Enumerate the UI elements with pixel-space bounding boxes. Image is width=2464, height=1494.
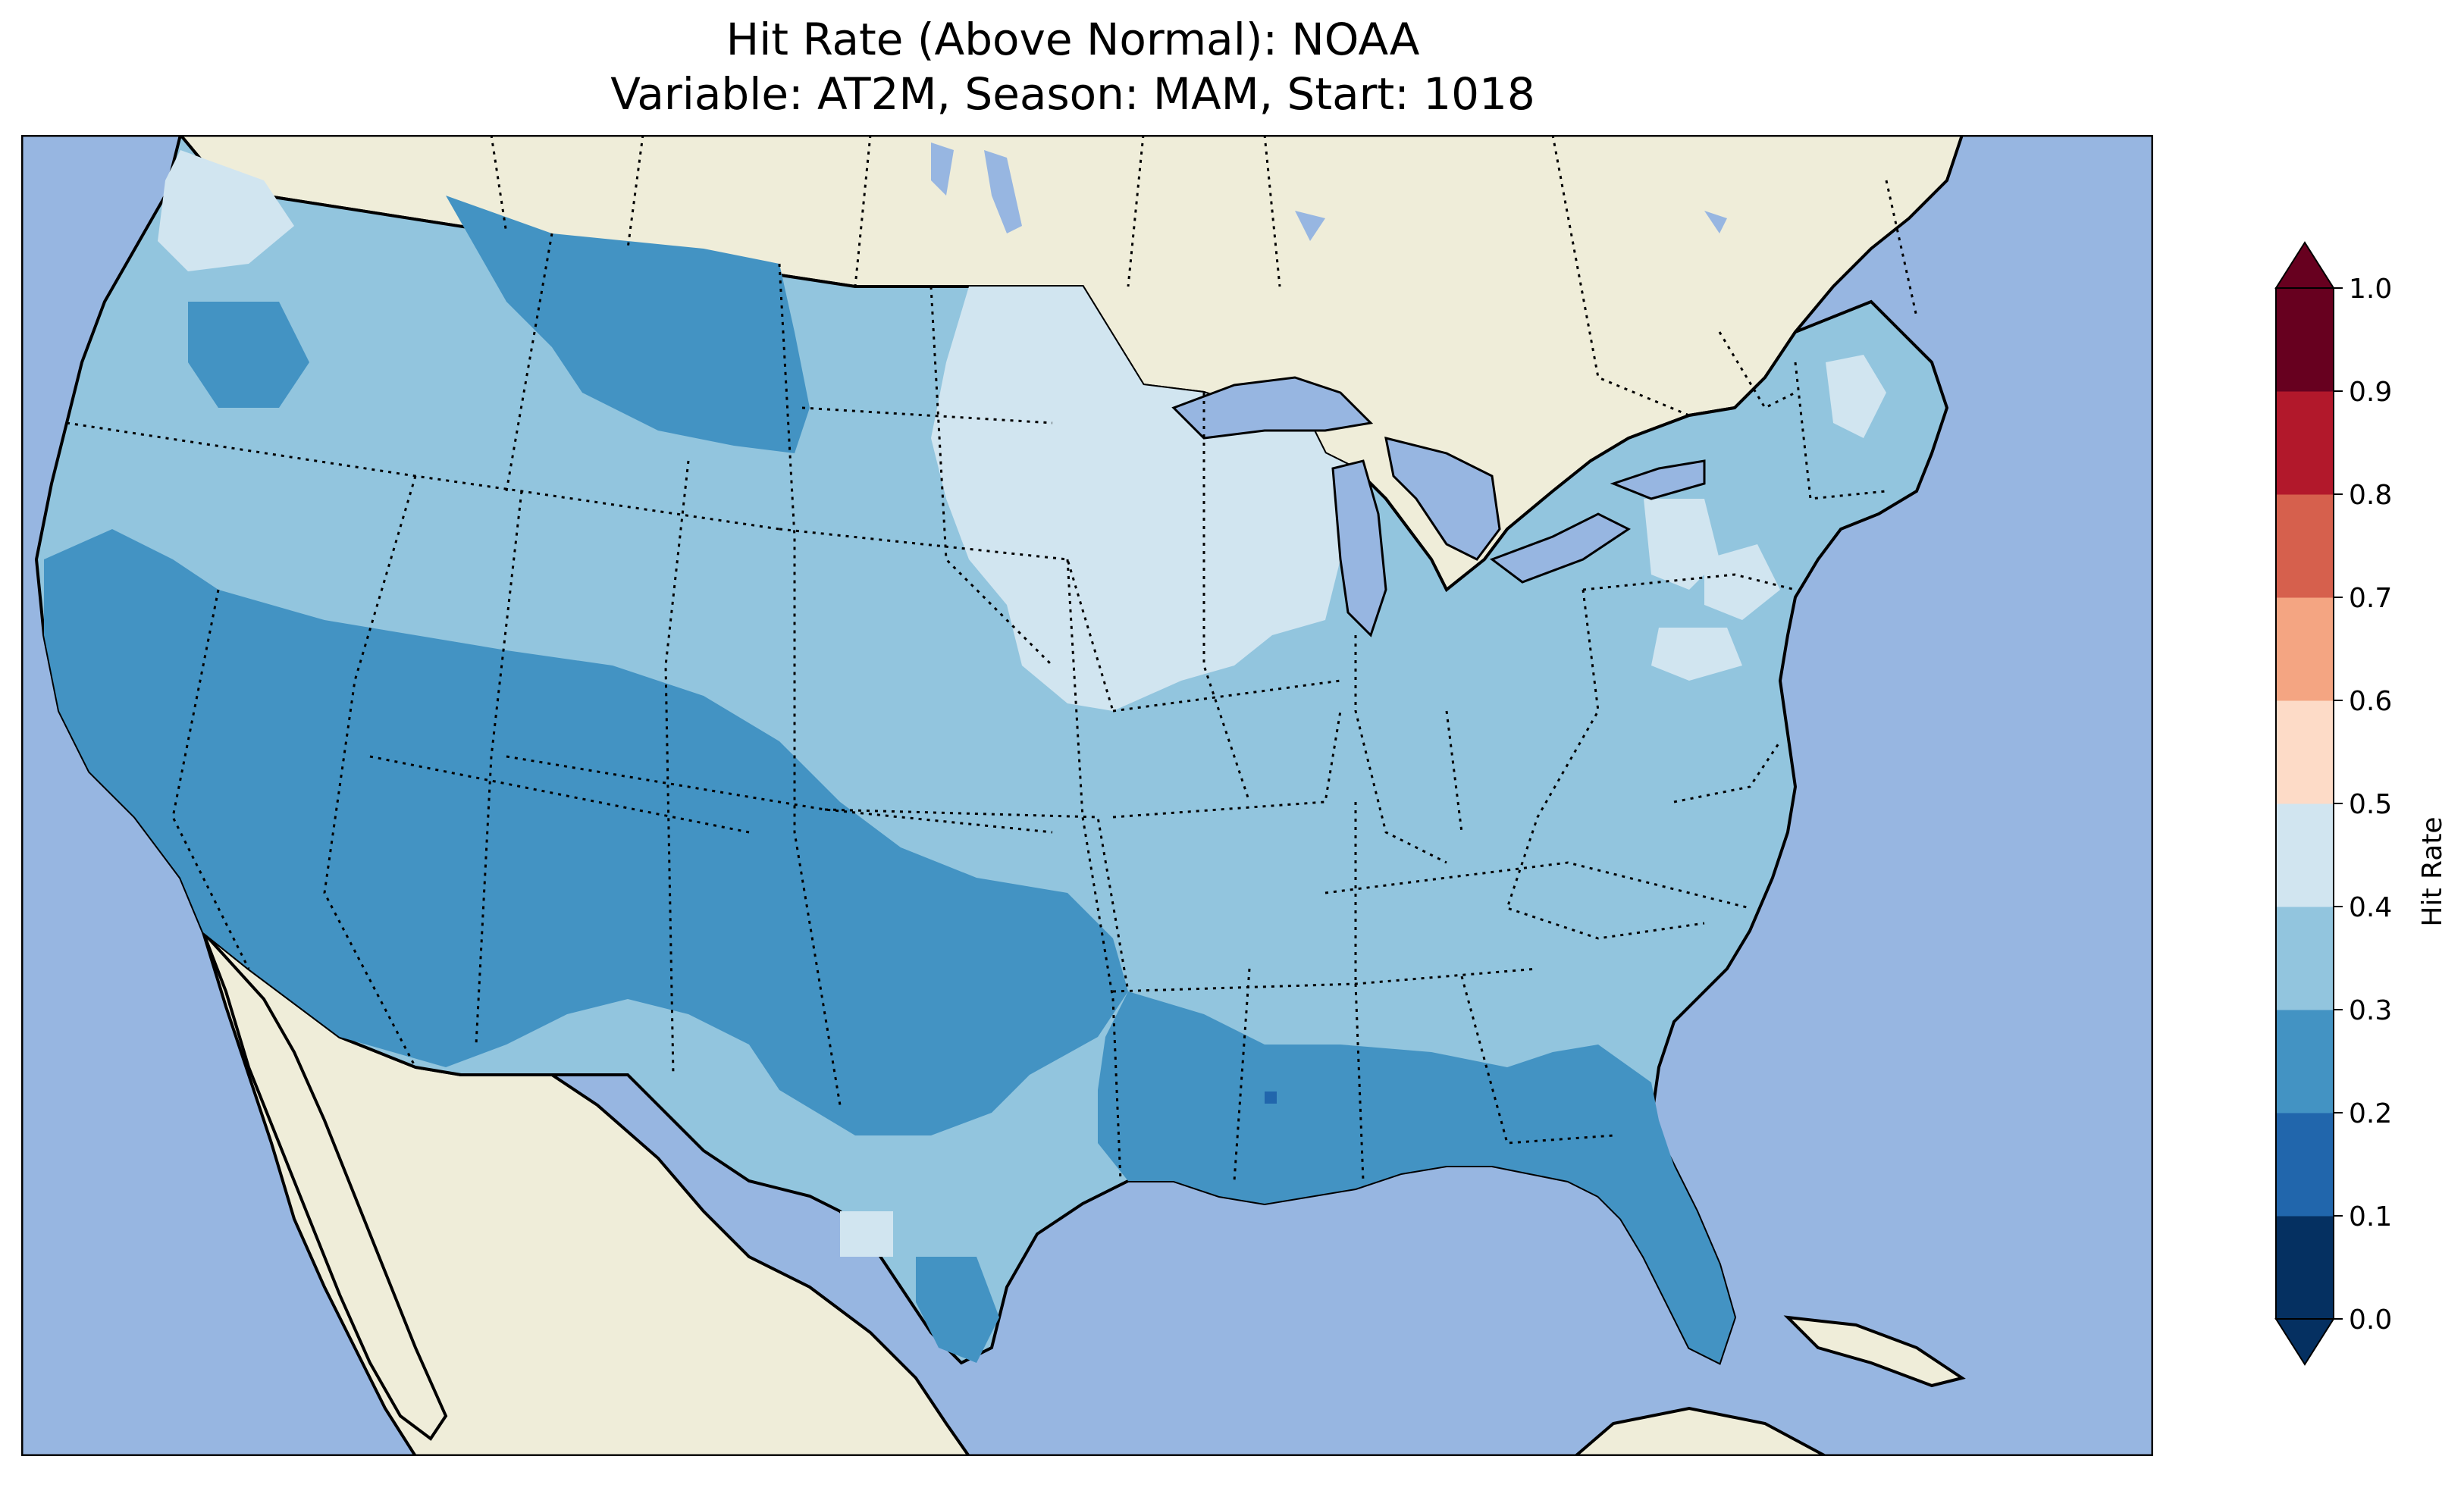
colorbar-label: Hit Rate [2417,816,2448,926]
colorbar-swatch [2276,288,2334,392]
map-frame [21,135,2153,1456]
colorbar-tick-label: 0.6 [2349,686,2392,717]
colorbar-tick-label: 0.7 [2349,583,2392,614]
colorbar-tick-label: 0.9 [2349,377,2392,408]
colorbar-swatch [2276,1010,2334,1113]
map-subtitle: Variable: AT2M, Season: MAM, Start: 1018 [610,68,1535,120]
class-0.2-0.3 [44,196,1735,1363]
class-0.1-0.2-cell [1265,1092,1277,1104]
colorbar-tick-label: 0.4 [2349,892,2392,923]
colorbar-tick-label: 0.0 [2349,1305,2392,1336]
baja-peninsula [202,931,448,1441]
colorbar-extend-min [2274,1318,2335,1366]
colorbar-tick-label: 0.2 [2349,1098,2392,1129]
map-title: Hit Rate (Above Normal): NOAA [726,14,1420,65]
colorbar-swatch [2276,907,2334,1010]
cuba-island [1783,1315,1966,1388]
colorbar-tick-label: 0.5 [2349,789,2392,820]
colorbar-swatch [2276,391,2334,495]
colorbar: 0.0 0.1 0.2 0.3 0.4 0.5 0.6 0.7 0.8 0.9 1.0 Hit Ra… [2274,241,2448,1366]
state-borders [66,135,1918,1182]
colorbar-swatch [2276,1113,2334,1217]
colorbar-extend-max [2274,241,2335,289]
colorbar-tick-label: 0.1 [2349,1201,2392,1232]
colorbar-tick-label: 0.8 [2349,480,2392,511]
colorbar-tick-label: 1.0 [2349,274,2392,305]
colorbar-swatch [2276,700,2334,804]
map-panel [21,135,2153,1456]
colorbar-swatch [2276,494,2334,598]
great-lakes [1171,376,1706,637]
yucatan-land [1572,1406,1826,1456]
colorbar-swatch [2276,803,2334,907]
canadian-lakes [931,143,1727,241]
colorbar-tick-label: 0.3 [2349,995,2392,1026]
class-0.4-0.5 [158,150,1886,1257]
colorbar-swatch [2276,597,2334,701]
colorbar-swatch [2276,1216,2334,1320]
